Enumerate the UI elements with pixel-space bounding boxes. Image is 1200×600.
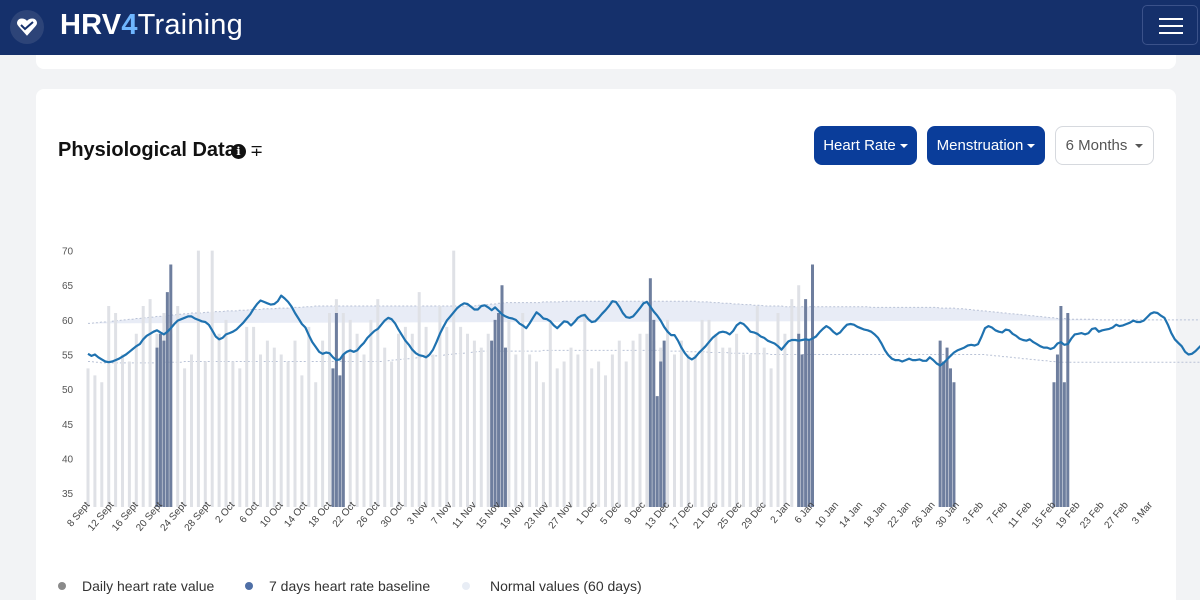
x-tick-label: 27 Feb — [1102, 500, 1131, 531]
brand-text-training: Training — [137, 9, 243, 41]
x-tick-label: 3 Feb — [961, 500, 986, 527]
brand-text-4: 4 — [121, 9, 138, 41]
y-tick-label: 65 — [62, 281, 74, 292]
chevron-down-icon — [1135, 144, 1144, 149]
y-tick-label: 55 — [62, 351, 74, 362]
metric-dropdown-label: Heart Rate — [823, 137, 896, 154]
x-tick-label: 26 Jan — [910, 500, 938, 530]
x-tick-label: 14 Jan — [838, 500, 866, 530]
x-tick-label: 11 Feb — [1006, 500, 1034, 531]
x-tick-label: 5 Dec — [599, 500, 624, 527]
x-tick-label: 18 Oct — [307, 500, 335, 530]
brand-logo[interactable]: HRV4Training — [60, 9, 243, 45]
x-tick-label: 15 Feb — [1030, 500, 1059, 531]
legend-daily-marker — [58, 582, 66, 590]
hamburger-icon-line — [1159, 25, 1183, 27]
normal-range-band — [88, 301, 1200, 324]
hamburger-icon-line — [1159, 18, 1183, 20]
x-tick-label: 18 Jan — [862, 500, 890, 530]
y-tick-label: 40 — [62, 454, 74, 465]
previous-card — [36, 55, 1176, 69]
baseline-line — [87, 294, 1200, 367]
compress-icon[interactable]: ∓ — [250, 141, 264, 160]
card-title: Physiological Data — [58, 139, 236, 161]
chevron-down-icon — [1027, 144, 1036, 149]
hamburger-icon-line — [1159, 32, 1183, 34]
normal-range-upper-line — [88, 300, 1200, 324]
top-navbar: HRV4Training — [0, 0, 1200, 55]
overlay-dropdown[interactable]: Menstruation — [927, 126, 1045, 165]
chevron-down-icon — [899, 144, 908, 149]
hamburger-menu-button[interactable] — [1142, 5, 1198, 45]
metric-dropdown[interactable]: Heart Rate — [814, 126, 917, 165]
brand-text-hrv: HRV — [60, 9, 122, 41]
x-tick-label: 3 Nov — [405, 500, 430, 527]
time-range-dropdown-label: 6 Months — [1065, 137, 1128, 154]
y-tick-label: 70 — [62, 247, 74, 258]
x-tick-label: 26 Oct — [355, 500, 383, 530]
x-tick-label: 10 Jan — [813, 500, 841, 530]
normal-range-lower-line — [88, 349, 1200, 364]
info-icon[interactable]: i — [231, 144, 246, 159]
y-tick-label: 50 — [62, 385, 74, 396]
heart-logo-icon[interactable] — [10, 10, 44, 44]
time-range-dropdown[interactable]: 6 Months — [1055, 126, 1154, 165]
y-tick-label: 60 — [62, 316, 74, 327]
legend-normal-marker — [462, 582, 470, 590]
legend-normal-label: Normal values (60 days) — [490, 578, 642, 594]
legend-baseline-label: 7 days heart rate baseline — [269, 578, 431, 594]
y-tick-label: 45 — [62, 420, 74, 431]
y-tick-label: 35 — [62, 489, 74, 500]
x-tick-label: 23 Feb — [1078, 500, 1107, 531]
x-tick-label: 10 Oct — [258, 500, 286, 530]
x-tick-label: 3 Mar — [1130, 499, 1155, 526]
overlay-dropdown-label: Menstruation — [936, 137, 1024, 154]
x-tick-label: 22 Jan — [886, 500, 914, 530]
legend-daily-label: Daily heart rate value — [82, 578, 215, 594]
legend-baseline-marker — [245, 582, 253, 590]
